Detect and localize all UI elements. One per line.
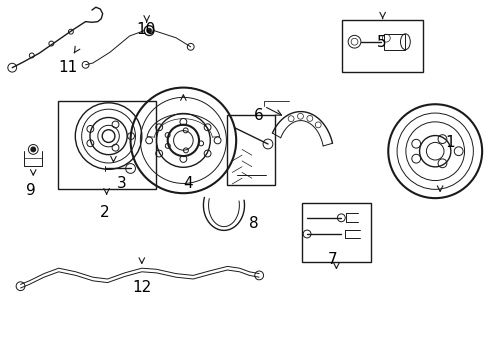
Text: 8: 8 bbox=[249, 216, 259, 231]
Text: 2: 2 bbox=[100, 205, 110, 220]
Text: 4: 4 bbox=[183, 176, 193, 191]
Text: 6: 6 bbox=[254, 108, 264, 123]
Bar bbox=[342, 20, 422, 72]
Text: 12: 12 bbox=[132, 280, 151, 296]
Bar bbox=[302, 203, 370, 262]
Circle shape bbox=[146, 28, 151, 33]
Text: 11: 11 bbox=[58, 60, 77, 75]
Text: 9: 9 bbox=[26, 183, 36, 198]
Text: 7: 7 bbox=[327, 252, 337, 267]
Bar bbox=[227, 115, 275, 185]
Text: 3: 3 bbox=[116, 176, 126, 191]
Text: 1: 1 bbox=[444, 135, 454, 150]
Bar bbox=[58, 101, 155, 189]
Bar bbox=[383, 34, 405, 50]
Circle shape bbox=[31, 147, 36, 152]
Text: 10: 10 bbox=[136, 22, 155, 37]
Text: 5: 5 bbox=[376, 35, 386, 50]
